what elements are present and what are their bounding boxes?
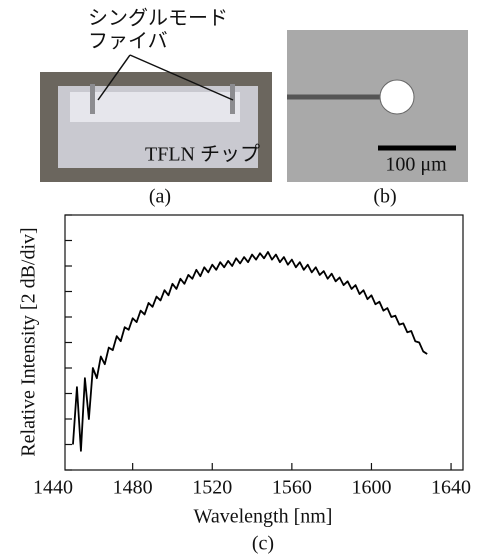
- x-tick-label: 1600: [351, 477, 391, 499]
- pointer: [97, 54, 131, 101]
- x-tick-label: 1640: [431, 477, 471, 499]
- photo-a: [40, 54, 272, 182]
- fiber: [90, 84, 95, 114]
- panel-label: (c): [252, 533, 274, 555]
- chip-label: TFLN チップ: [145, 144, 260, 166]
- hole: [379, 79, 415, 115]
- x-axis-label: Wavelength [nm]: [194, 506, 333, 528]
- pointer: [129, 54, 234, 101]
- annotation: シングルモード: [88, 7, 228, 30]
- plot-frame: [64, 214, 464, 471]
- x-tick-label: 1480: [113, 477, 153, 499]
- x-tick-label: 1560: [272, 477, 312, 499]
- photo-b: [287, 30, 468, 182]
- chip-surface: [70, 92, 240, 122]
- panel-label: (b): [373, 186, 396, 208]
- panel-label: (a): [149, 186, 171, 208]
- photo-background: [287, 30, 468, 182]
- x-tick-label: 1440: [33, 477, 73, 499]
- annotation: ファイバ: [88, 31, 168, 53]
- scale-label: 100 μm: [385, 154, 447, 176]
- x-tick-label: 1520: [192, 477, 232, 499]
- y-axis-label: Relative Intensity [2 dB/div]: [18, 227, 40, 456]
- spectrum-line: [72, 251, 428, 452]
